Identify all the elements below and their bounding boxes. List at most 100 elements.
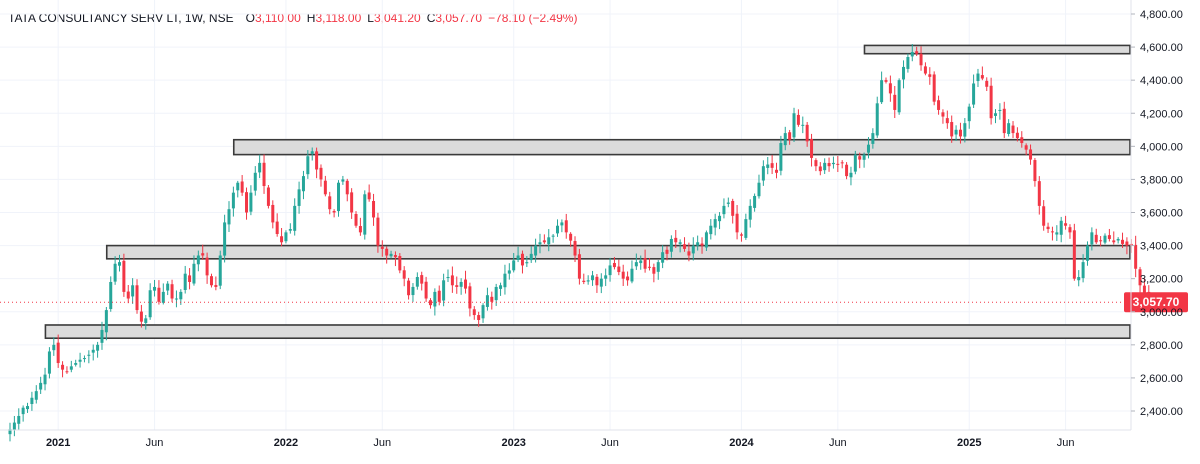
candle bbox=[253, 166, 257, 196]
candle-body bbox=[937, 100, 941, 110]
candle-body bbox=[665, 249, 669, 254]
candle-body bbox=[783, 133, 787, 146]
candle-body bbox=[788, 132, 792, 140]
zone-rect[interactable] bbox=[232, 138, 1131, 156]
candle-body bbox=[341, 179, 345, 182]
candle bbox=[919, 46, 923, 71]
candle bbox=[569, 232, 573, 247]
candle-body bbox=[1042, 206, 1046, 226]
y-tick-label: 4,600.00 bbox=[1140, 42, 1183, 54]
candle bbox=[69, 360, 73, 373]
candle-body bbox=[1116, 238, 1120, 241]
candle-body bbox=[288, 229, 292, 231]
candle bbox=[323, 175, 327, 197]
candle bbox=[288, 223, 292, 234]
candle bbox=[731, 198, 735, 224]
candle-body bbox=[634, 262, 638, 267]
candle-body bbox=[1142, 285, 1146, 294]
candle-body bbox=[1081, 262, 1085, 279]
close-label: C bbox=[426, 11, 436, 25]
candle-body bbox=[350, 192, 354, 213]
candle-body bbox=[1002, 108, 1006, 134]
y-axis[interactable]: 2,400.00 2,600.00 2,800.00 3,000.00 3,200.00… bbox=[1130, 0, 1183, 430]
candle bbox=[718, 212, 722, 230]
x-axis[interactable]: 2021 Jun 2022 Jun 2023 Jun 2024 Jun 2025 Jun bbox=[0, 429, 1131, 449]
candle-body bbox=[770, 163, 774, 168]
candle-body bbox=[748, 205, 752, 220]
candle bbox=[87, 350, 91, 364]
candle bbox=[906, 53, 910, 73]
candle-body bbox=[209, 276, 213, 286]
candle bbox=[306, 150, 310, 179]
candle bbox=[937, 95, 941, 115]
candle-body bbox=[503, 273, 507, 288]
candle-body bbox=[266, 187, 270, 206]
candle bbox=[805, 121, 809, 147]
candle bbox=[218, 250, 222, 290]
candle-body bbox=[950, 122, 954, 137]
candle-body bbox=[61, 364, 65, 370]
zone-rect[interactable] bbox=[863, 44, 1131, 55]
candle-body bbox=[871, 133, 875, 144]
candle bbox=[82, 355, 86, 363]
candle-body bbox=[1090, 232, 1094, 245]
candle-body bbox=[862, 154, 866, 160]
candle-body bbox=[337, 182, 340, 212]
candle-body bbox=[131, 285, 135, 297]
candle bbox=[1050, 226, 1054, 241]
candle-body bbox=[87, 354, 91, 356]
candle-body bbox=[139, 311, 143, 322]
candle-body bbox=[481, 305, 485, 319]
candle bbox=[315, 147, 319, 179]
x-tick-label: Jun bbox=[146, 437, 164, 449]
candle bbox=[174, 290, 178, 308]
last-price-label: 3,057.70 bbox=[1133, 295, 1180, 309]
zone-rect[interactable] bbox=[105, 244, 1131, 260]
x-tick-label: Jun bbox=[601, 437, 619, 449]
candle bbox=[1068, 224, 1072, 239]
candle bbox=[118, 254, 121, 272]
candle bbox=[1024, 143, 1028, 156]
candle bbox=[170, 279, 174, 303]
candle bbox=[271, 200, 275, 229]
candle bbox=[280, 228, 284, 247]
y-tick-label: 4,200.00 bbox=[1140, 108, 1183, 120]
candle bbox=[888, 75, 892, 102]
candle-body bbox=[612, 262, 616, 268]
candle-body bbox=[853, 154, 857, 172]
candle bbox=[12, 415, 16, 437]
candle-body bbox=[674, 237, 678, 243]
candle bbox=[801, 116, 805, 134]
zone-rect[interactable] bbox=[44, 324, 1131, 340]
candle bbox=[96, 341, 100, 358]
candle bbox=[236, 180, 240, 198]
candle-body bbox=[1015, 132, 1019, 139]
candle bbox=[871, 128, 875, 149]
candle bbox=[582, 273, 586, 285]
candle bbox=[866, 137, 870, 159]
candle-body bbox=[1007, 123, 1011, 134]
candle bbox=[341, 175, 345, 185]
candle-body bbox=[179, 291, 183, 300]
candle-body bbox=[52, 344, 56, 351]
candle bbox=[459, 278, 463, 295]
candle bbox=[985, 77, 989, 92]
candle-body bbox=[639, 260, 643, 264]
candle bbox=[989, 77, 993, 125]
candle-body bbox=[722, 205, 726, 215]
candle-body bbox=[411, 286, 415, 296]
candle-body bbox=[258, 162, 262, 173]
candle bbox=[43, 367, 47, 391]
candle-body bbox=[560, 222, 564, 226]
candle-body bbox=[26, 406, 30, 410]
candle bbox=[183, 265, 187, 294]
candle bbox=[240, 175, 244, 196]
candle bbox=[972, 74, 976, 108]
candle bbox=[827, 157, 831, 172]
candle bbox=[227, 201, 231, 233]
candle-body bbox=[818, 166, 822, 172]
candle bbox=[634, 253, 638, 270]
candle-body bbox=[954, 129, 958, 135]
candle bbox=[577, 248, 581, 285]
